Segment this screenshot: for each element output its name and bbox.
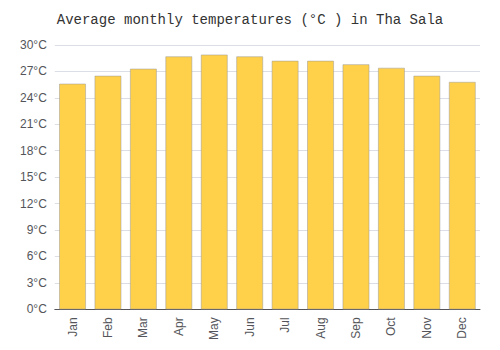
svg-text:Jul: Jul (278, 317, 292, 332)
svg-text:21°C: 21°C (20, 117, 47, 131)
svg-text:9°C: 9°C (27, 223, 47, 237)
svg-text:6°C: 6°C (27, 249, 47, 263)
svg-text:24°C: 24°C (20, 91, 47, 105)
svg-text:0°C: 0°C (27, 302, 47, 316)
svg-text:18°C: 18°C (20, 144, 47, 158)
svg-text:Average monthly temperatures (: Average monthly temperatures (°C ) in Th… (57, 12, 443, 28)
svg-text:Oct: Oct (384, 317, 398, 336)
svg-text:Mar: Mar (136, 317, 150, 338)
svg-text:15°C: 15°C (20, 170, 47, 184)
svg-text:Feb: Feb (101, 317, 115, 338)
svg-text:Jan: Jan (66, 317, 80, 336)
svg-text:Aug: Aug (314, 317, 328, 338)
svg-text:12°C: 12°C (20, 197, 47, 211)
svg-text:Apr: Apr (172, 317, 186, 336)
svg-text:3°C: 3°C (27, 276, 47, 290)
svg-text:Dec: Dec (455, 317, 469, 338)
svg-text:Jun: Jun (243, 317, 257, 336)
svg-text:Nov: Nov (420, 317, 434, 338)
svg-text:Sep: Sep (349, 317, 363, 339)
svg-text:27°C: 27°C (20, 64, 47, 78)
svg-text:May: May (207, 317, 221, 340)
svg-text:30°C: 30°C (20, 38, 47, 52)
